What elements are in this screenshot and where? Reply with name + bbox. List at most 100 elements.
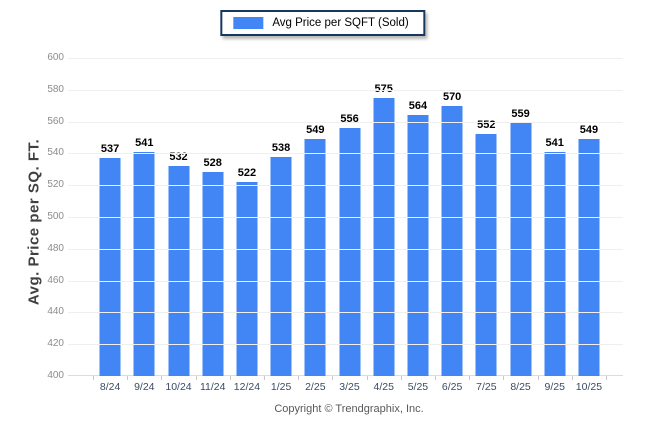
- bar-value-label: 522: [237, 167, 257, 180]
- bar-series: 537 541 532 528 522 538 549 556 575 564 570 552 559 5…: [93, 58, 606, 376]
- axis-tick: [195, 376, 197, 380]
- bar-value-label: 549: [579, 124, 599, 137]
- y-tick-label: 580: [47, 83, 64, 95]
- bar-value-label: 537: [100, 143, 120, 156]
- bar-slot: 549: [572, 58, 606, 376]
- bar: [544, 151, 566, 376]
- y-tick-label: 560: [47, 115, 64, 127]
- gridline: [68, 312, 623, 314]
- bar-value-label: 570: [442, 90, 462, 103]
- x-tick-label: 11/24: [199, 381, 226, 393]
- bar-slot: 541: [538, 58, 572, 376]
- bar: [99, 158, 121, 376]
- axis-tick: [400, 376, 402, 380]
- axis-tick: [571, 376, 573, 380]
- y-tick-label: 440: [47, 306, 64, 318]
- x-tick-label: 5/25: [407, 381, 429, 393]
- gridline: [68, 280, 623, 282]
- x-tick-label: 6/25: [441, 381, 463, 393]
- y-tick-label: 480: [47, 242, 64, 254]
- bar-slot: 541: [127, 58, 161, 376]
- gridline: [68, 344, 623, 346]
- bar-slot: 522: [230, 58, 264, 376]
- gridline: [68, 248, 623, 250]
- x-axis-tick-labels: 8/24 9/24 10/24 11/24 12/24 1/25 2/25 3/25 4/25 5…: [93, 381, 606, 393]
- x-tick-label: 4/25: [373, 381, 394, 393]
- y-axis-tick-labels: 400 420 440 460 480 500 520 540 560 580 600: [0, 52, 68, 381]
- axis-tick: [606, 376, 607, 380]
- bar-slot: 564: [401, 58, 435, 376]
- axis-tick: [366, 376, 368, 380]
- x-tick-label: 3/25: [339, 381, 360, 393]
- plot-area: 537 541 532 528 522 538 549 556 575 564 570 552 559 5…: [68, 58, 623, 376]
- x-tick-label: 10/25: [575, 381, 603, 393]
- x-tick-label: 8/24: [99, 381, 121, 393]
- chart-legend: Avg Price per SQFT (Sold): [220, 10, 426, 36]
- axis-tick: [435, 376, 436, 380]
- bar-value-label: 549: [306, 124, 325, 137]
- bar: [578, 139, 600, 376]
- bar-value-label: 541: [545, 136, 564, 149]
- bar-slot: 549: [298, 58, 332, 376]
- bar: [133, 151, 155, 376]
- bar-slot: 528: [196, 58, 230, 376]
- axis-tick: [264, 376, 265, 380]
- axis-tick: [503, 376, 505, 380]
- bar: [339, 127, 361, 376]
- x-tick-label: 7/25: [476, 381, 497, 393]
- x-tick-label: 2/25: [305, 381, 326, 393]
- axis-tick: [127, 376, 129, 380]
- y-tick-label: 520: [47, 179, 64, 191]
- bar-value-label: 538: [271, 141, 291, 154]
- gridline: [68, 185, 623, 187]
- x-axis-ticks: [93, 376, 607, 380]
- gridline: [68, 217, 623, 218]
- axis-tick: [537, 376, 539, 380]
- x-tick-label: 12/24: [233, 381, 261, 393]
- gridline: [68, 58, 623, 59]
- x-tick-label: 1/25: [270, 381, 292, 393]
- x-tick-label: 9/25: [544, 381, 565, 393]
- y-tick-label: 460: [47, 274, 64, 286]
- y-tick-label: 420: [47, 338, 64, 350]
- y-tick-label: 400: [47, 370, 64, 381]
- axis-tick: [229, 376, 231, 380]
- bar-slot: 570: [435, 58, 469, 376]
- legend-label: Avg Price per SQFT (Sold): [272, 17, 409, 29]
- y-tick-label: 500: [47, 211, 64, 222]
- axis-tick: [161, 376, 163, 380]
- bar-value-label: 575: [374, 82, 393, 95]
- gridline: [68, 121, 623, 123]
- y-tick-label: 540: [47, 147, 64, 159]
- bar: [168, 166, 189, 376]
- bar-value-label: 528: [203, 157, 222, 170]
- copyright-text: Copyright © Trendgraphix, Inc.: [274, 403, 424, 415]
- bar-value-label: 559: [511, 108, 530, 121]
- bar-slot: 538: [264, 58, 298, 376]
- bar: [373, 97, 395, 376]
- bar: [441, 105, 463, 376]
- bar: [407, 115, 429, 376]
- gridline: [68, 89, 623, 91]
- axis-tick: [93, 376, 94, 380]
- bar-slot: 537: [93, 58, 127, 376]
- bar: [270, 156, 292, 376]
- bar: [236, 182, 258, 376]
- x-tick-label: 8/25: [510, 381, 531, 393]
- x-tick-label: 9/24: [134, 381, 155, 393]
- bar-value-label: 556: [340, 112, 359, 125]
- bar-value-label: 541: [135, 136, 154, 149]
- bar: [202, 172, 224, 376]
- axis-tick: [298, 376, 300, 380]
- axis-tick: [332, 376, 334, 380]
- bar: [475, 134, 497, 376]
- legend-swatch-icon: [233, 17, 264, 29]
- y-tick-label: 600: [47, 52, 64, 63]
- gridline: [68, 153, 623, 155]
- x-tick-label: 10/24: [165, 381, 192, 393]
- bar: [304, 139, 326, 376]
- bar-slot: 575: [367, 58, 401, 376]
- bar-value-label: 564: [408, 100, 428, 113]
- axis-tick: [469, 376, 471, 380]
